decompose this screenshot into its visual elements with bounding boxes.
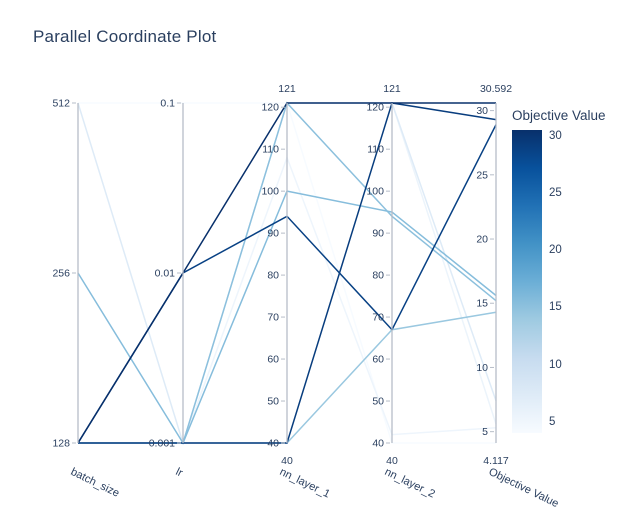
- tick-label: 110: [367, 144, 384, 156]
- tick-label: 256: [52, 268, 70, 280]
- page-title: Parallel Coordinate Plot: [33, 27, 217, 46]
- tick-label: 10: [476, 362, 488, 374]
- colorbar-tick-label: 10: [549, 358, 562, 371]
- axis-name-nn_layer_1: nn_layer_1: [278, 466, 332, 501]
- axis-name-objective: Objective Value: [487, 466, 561, 510]
- tick-label: 128: [52, 438, 70, 450]
- axis-max-label: 121: [278, 83, 296, 95]
- tick-label: 0.001: [149, 438, 175, 450]
- axis-lr[interactable]: 0.1 0.01 0.001 lr: [149, 98, 185, 480]
- tick-label: 40: [372, 438, 384, 450]
- axis-min-label: 40: [386, 455, 398, 467]
- tick-label: 0.1: [160, 98, 175, 110]
- axis-name-batch_size: batch_size: [69, 466, 122, 500]
- colorbar-tick-label: 5: [549, 415, 556, 428]
- tick-label: 15: [476, 298, 488, 310]
- colorbar-tick-label: 25: [549, 186, 562, 199]
- tick-label: 25: [476, 169, 488, 181]
- tick-label: 120: [366, 102, 384, 114]
- tick-label: 80: [267, 270, 279, 282]
- tick-label: 60: [267, 354, 279, 366]
- colorbar-title: Objective Value: [512, 108, 606, 123]
- tick-label: 60: [372, 354, 384, 366]
- tick-label: 70: [372, 312, 384, 324]
- tick-label: 90: [372, 228, 384, 240]
- tick-label: 40: [267, 438, 279, 450]
- tick-label: 100: [261, 186, 279, 198]
- tick-label: 30: [476, 105, 488, 117]
- tick-label: 50: [372, 396, 384, 408]
- tick-label: 80: [372, 270, 384, 282]
- colorbar-gradient[interactable]: [512, 130, 542, 433]
- tick-label: 20: [476, 234, 488, 246]
- axis-name-nn_layer_2: nn_layer_2: [383, 466, 437, 501]
- tick-label: 512: [52, 98, 70, 110]
- axis-max-label: 30.592: [480, 83, 512, 95]
- axis-name-lr: lr: [174, 466, 185, 480]
- axis-batch_size[interactable]: 512 256 128 batch_size: [52, 98, 121, 500]
- colorbar-tick-label: 20: [549, 244, 562, 257]
- tick-label: 110: [262, 144, 279, 156]
- tick-label: 100: [366, 186, 384, 198]
- colorbar-tick-label: 15: [549, 301, 562, 314]
- tick-label: 70: [267, 312, 279, 324]
- tick-label: 5: [482, 426, 488, 438]
- axis-min-label: 4.117: [483, 455, 509, 467]
- tick-label: 120: [261, 102, 279, 114]
- tick-label: 90: [267, 228, 279, 240]
- axis-max-label: 121: [383, 83, 401, 95]
- colorbar-tick-label: 30: [549, 129, 562, 142]
- axis-min-label: 40: [281, 455, 293, 467]
- tick-label: 50: [267, 396, 279, 408]
- tick-label: 0.01: [155, 268, 176, 280]
